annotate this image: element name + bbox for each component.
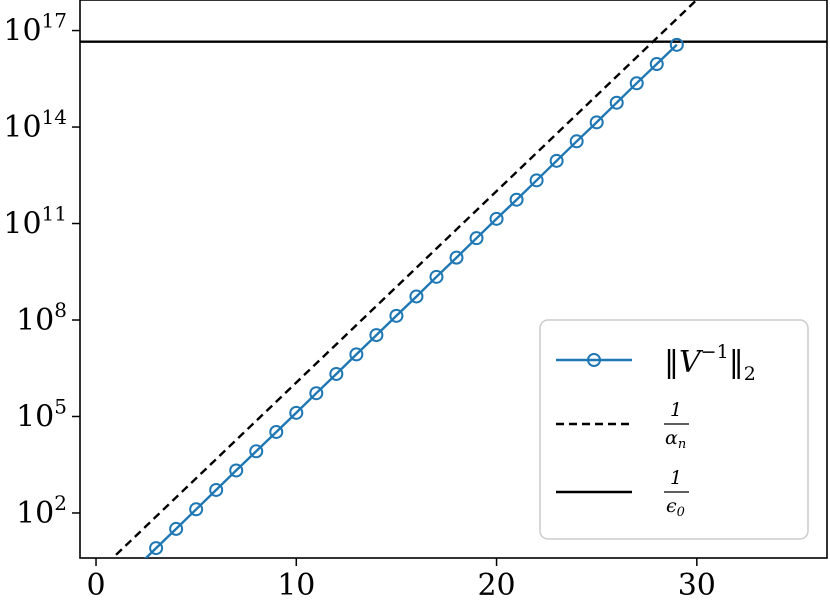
legend-eps-denominator: ϵ0 bbox=[666, 495, 685, 520]
data-point-norm bbox=[309, 386, 324, 401]
data-point-norm bbox=[629, 76, 644, 91]
y-tick-label: 102 bbox=[16, 491, 67, 531]
data-point-norm bbox=[130, 562, 142, 574]
data-point-norm bbox=[389, 308, 404, 323]
y-tick-label: 1014 bbox=[3, 105, 67, 145]
legend-alpha-denominator: αn bbox=[665, 427, 686, 452]
data-point-norm bbox=[609, 95, 624, 110]
data-point-norm bbox=[189, 502, 204, 517]
data-point-norm bbox=[569, 134, 584, 149]
data-point-norm bbox=[409, 289, 424, 304]
plot-frame bbox=[79, 0, 828, 559]
y-tick-label: 105 bbox=[16, 394, 67, 434]
x-tick-label: 10 bbox=[277, 568, 315, 603]
data-point-norm bbox=[349, 347, 364, 362]
data-point-norm bbox=[449, 250, 464, 265]
data-point-norm bbox=[549, 153, 564, 168]
y-tick-label: 1017 bbox=[3, 9, 67, 49]
data-point-norm bbox=[149, 541, 164, 556]
data-point-norm bbox=[509, 192, 524, 207]
data-point-norm bbox=[369, 328, 384, 343]
data-point-norm bbox=[529, 173, 544, 188]
data-point-norm bbox=[289, 405, 304, 420]
data-point-norm bbox=[269, 424, 284, 439]
data-point-norm bbox=[329, 366, 344, 381]
legend: ‖V−1‖2 1 αn 1 ϵ0 bbox=[539, 319, 809, 540]
x-tick-label: 30 bbox=[678, 568, 716, 603]
legend-swatch-norm-marker bbox=[587, 353, 601, 367]
series-line-inverse-alpha bbox=[115, 0, 699, 556]
plot-marks bbox=[80, 0, 827, 574]
y-tick-label: 1011 bbox=[3, 202, 67, 242]
legend-alpha-numerator: 1 bbox=[670, 399, 682, 421]
data-point-norm bbox=[589, 115, 604, 130]
y-tick-label: 108 bbox=[16, 298, 67, 338]
legend-norm-sub: 2 bbox=[744, 363, 756, 385]
x-tick-label: 20 bbox=[477, 568, 515, 603]
data-point-norm bbox=[249, 444, 264, 459]
data-point-norm bbox=[469, 231, 484, 246]
legend-label-norm: ‖V−1‖2 bbox=[664, 341, 756, 385]
legend-box bbox=[539, 319, 809, 540]
data-point-norm bbox=[169, 521, 184, 536]
x-tick-label: 0 bbox=[86, 568, 105, 603]
legend-norm-sup: −1 bbox=[701, 341, 729, 363]
data-point-norm bbox=[429, 269, 444, 284]
data-point-norm bbox=[649, 57, 664, 72]
legend-norm-main: V bbox=[679, 345, 704, 380]
data-point-norm bbox=[669, 37, 684, 52]
data-point-norm bbox=[489, 211, 504, 226]
data-point-norm bbox=[209, 482, 224, 497]
legend-eps-numerator: 1 bbox=[670, 467, 682, 489]
data-point-norm bbox=[229, 463, 244, 478]
series-line-norm bbox=[144, 43, 678, 558]
axis-ticks: 0 10 20 30 102 105 108 1011 1014 1017 bbox=[3, 9, 716, 603]
